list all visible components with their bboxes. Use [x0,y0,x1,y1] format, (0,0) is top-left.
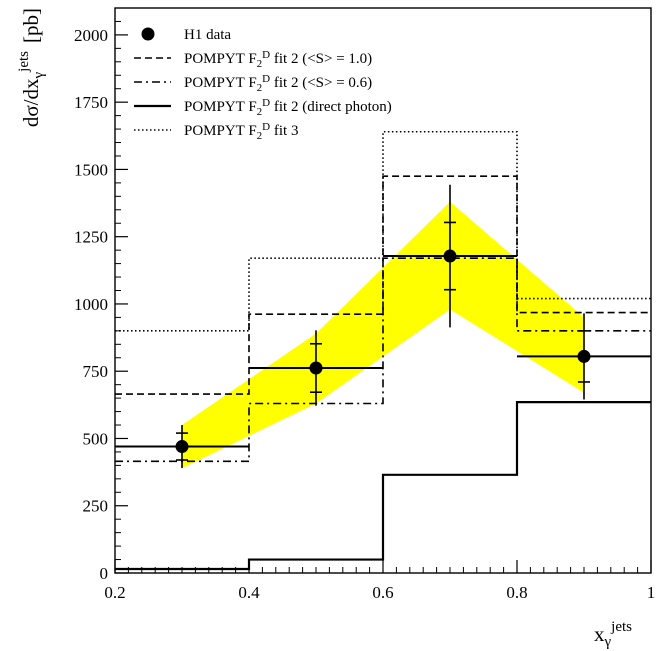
legend-label: POMPYT F2D fit 3 [184,121,298,142]
data-marker [577,349,591,363]
y-axis-title: dσ/dxγjets [pb] [16,8,47,127]
legend-label-pre: POMPYT F [184,123,257,139]
legend-label-sub: 2 [257,58,263,70]
legend-label-sub: 2 [257,106,263,118]
data-point [115,425,249,469]
y-tick-label: 1750 [74,93,108,112]
y-tick-label: 1000 [74,295,108,314]
legend-label-post: fit 2 (direct photon) [270,99,392,115]
series-dashdot [115,257,651,463]
legend-item: POMPYT F2D fit 3 [134,121,298,142]
y-axis-title-unit: [pb] [19,8,43,43]
series-dotted [115,130,651,332]
legend-label-sup: D [262,121,270,133]
legend-label: POMPYT F2D fit 2 (<S> = 0.6) [184,73,372,94]
legend-label-pre: POMPYT F [184,51,257,67]
legend-label-post: fit 3 [270,123,298,139]
y-tick-label: 250 [83,497,109,516]
legend-label-post: fit 2 (<S> = 0.6) [270,75,372,91]
y-tick-label: 2000 [74,26,108,45]
y-tick-label: 1500 [74,160,108,179]
series-line [115,130,651,332]
legend-label: H1 data [184,27,231,43]
data-point [249,330,383,406]
series-dashed [115,175,651,395]
legend-label-sub: 2 [257,82,263,94]
legend-label-pre: POMPYT F [184,75,257,91]
uncertainty-band-layer [182,201,584,469]
data-point [517,313,651,400]
axes-layer: 0.2 0.4 0.6 0.8 1 0 250 500 750 1000 1250 1500 1750 2… [16,7,656,650]
legend-item: POMPYT F2D fit 2 (<S> = 1.0) [134,49,372,70]
legend-label-sub: 2 [257,130,263,142]
legend-item: H1 data [141,27,231,43]
x-axis-title: xγjets [594,619,632,650]
data-marker [443,249,457,263]
legend-item: POMPYT F2D fit 2 (direct photon) [134,97,392,118]
uncertainty-band [182,201,584,469]
x-tick-label: 1 [647,583,656,602]
y-axis-title-sup: jets [16,51,32,73]
x-axis-title-main: x [594,622,605,646]
legend-label-sup: D [262,49,270,61]
x-axis-title-sup: jets [610,619,632,635]
legend-label-sup: D [262,73,270,85]
data-marker [309,361,323,375]
y-tick-label: 750 [83,362,109,381]
x-tick-label: 0.6 [372,583,393,602]
legend-label-sup: D [262,97,270,109]
x-tick-label: 0.8 [506,583,527,602]
y-axis-title-sub: γ [31,71,47,79]
legend-marker [141,27,155,41]
legend-label: POMPYT F2D fit 2 (direct photon) [184,97,392,118]
x-axis-title-sub: γ [604,634,612,650]
data-points-layer [115,184,651,469]
series-line [115,175,651,395]
legend-label-post: fit 2 (<S> = 1.0) [270,51,372,67]
data-marker [175,440,189,454]
y-tick-label: 1250 [74,228,108,247]
x-tick-label: 0.2 [104,583,125,602]
legend-label: POMPYT F2D fit 2 (<S> = 1.0) [184,49,372,70]
legend-label-pre: POMPYT F [184,99,257,115]
x-tick-label: 0.4 [238,583,260,602]
data-point [383,184,517,328]
y-tick-label: 0 [100,564,109,583]
legend-item: POMPYT F2D fit 2 (<S> = 0.6) [134,73,372,94]
series-line [115,257,651,463]
y-axis-title-main: dσ/dx [19,78,43,127]
y-tick-label: 500 [83,429,109,448]
